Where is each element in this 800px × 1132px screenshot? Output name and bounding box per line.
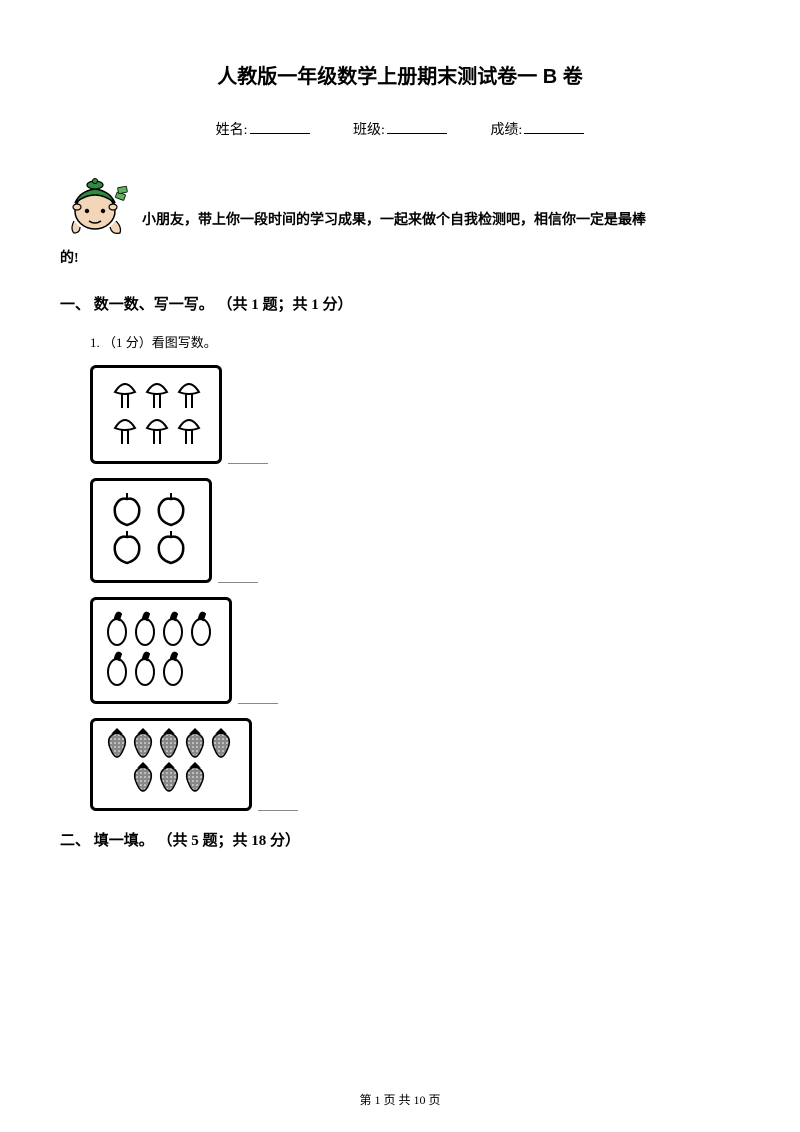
count-row-2: [90, 478, 740, 583]
answer-blank-3[interactable]: [238, 689, 278, 704]
name-blank[interactable]: [250, 119, 310, 134]
count-box-mushrooms: [90, 365, 222, 464]
intro-text-line1: 小朋友，带上你一段时间的学习成果，一起来做个自我检测吧，相信你一定是最棒: [130, 207, 646, 239]
answer-blank-4[interactable]: [258, 796, 298, 811]
intro-text-line2: 的!: [60, 245, 740, 273]
name-label: 姓名:: [216, 123, 248, 138]
count-box-eggplants: [90, 597, 232, 704]
count-box-strawberries: [90, 718, 252, 811]
info-line: 姓名: 班级: 成绩:: [60, 119, 740, 139]
mascot-icon: [60, 169, 130, 239]
doc-title: 人教版一年级数学上册期末测试卷一 B 卷: [60, 60, 740, 89]
q1-label: 1. （1 分）看图写数。: [90, 332, 740, 351]
score-blank[interactable]: [524, 119, 584, 134]
count-box-apples: [90, 478, 212, 583]
section1-heading: 一、 数一数、写一写。 （共 1 题；共 1 分）: [60, 293, 740, 314]
count-row-1: [90, 365, 740, 464]
intro-row: 小朋友，带上你一段时间的学习成果，一起来做个自我检测吧，相信你一定是最棒: [60, 169, 740, 239]
page-footer: 第 1 页 共 10 页: [0, 1091, 800, 1108]
class-blank[interactable]: [387, 119, 447, 134]
count-row-3: [90, 597, 740, 704]
count-row-4: [90, 718, 740, 811]
answer-blank-1[interactable]: [228, 449, 268, 464]
score-label: 成绩:: [490, 123, 522, 138]
answer-blank-2[interactable]: [218, 568, 258, 583]
section2-heading: 二、 填一填。 （共 5 题；共 18 分）: [60, 829, 740, 850]
class-label: 班级:: [353, 123, 385, 138]
